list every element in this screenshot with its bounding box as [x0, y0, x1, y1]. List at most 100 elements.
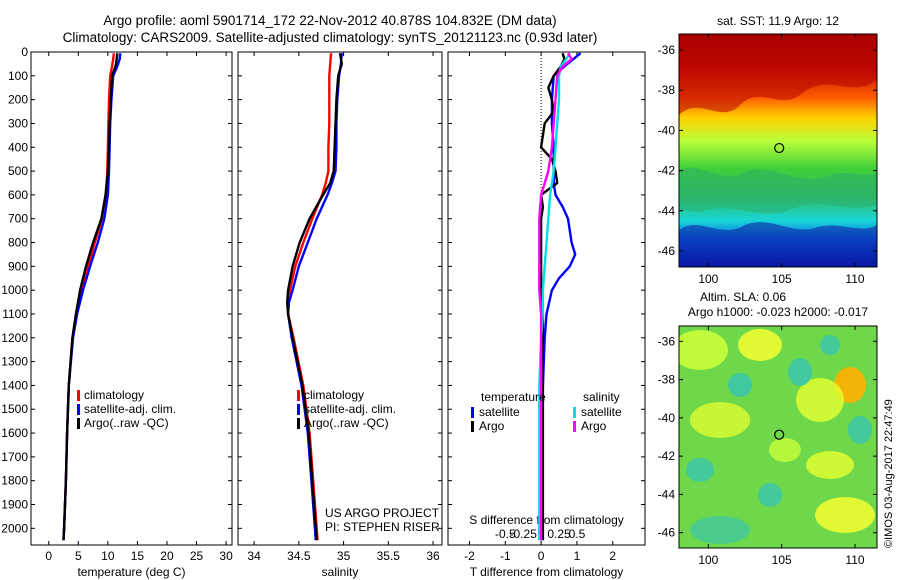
x-tick-label: 25 [190, 549, 204, 563]
imos-stamp: ©IMOS 03-Aug-2017 22:47:49 [883, 399, 895, 548]
legend-label: climatology [84, 388, 144, 402]
sla-blob [679, 330, 728, 370]
x-tick-label: 2 [609, 549, 616, 563]
sst-warm-tongue [679, 34, 877, 115]
sla-map-title-line-1: Altim. SLA: 0.06 [700, 290, 786, 304]
y-tick-label: 600 [8, 188, 28, 202]
y-tick-label: 1900 [1, 498, 28, 512]
legend-swatch [77, 418, 80, 429]
x-tick-label: 30 [219, 549, 233, 563]
plot-frame [447, 51, 646, 546]
legend-swatch [471, 407, 474, 418]
x-tick-label: 35.5 [377, 549, 401, 563]
difference-profile-panel: -2 -1 0 1 2 T difference from climatology -0.5… [447, 51, 646, 579]
map-x-tick-label: 110 [845, 553, 864, 567]
s-tick-label: -0.5 [495, 527, 516, 541]
x-tick-label: 1 [574, 549, 581, 563]
legend-swatch [573, 407, 576, 418]
x-tick-label: 34 [247, 549, 261, 563]
y-tick-label: 1800 [1, 474, 28, 488]
y-tick-label: 1100 [2, 307, 28, 321]
legend-label: satellite-adj. clim. [304, 402, 396, 416]
sla-map-frame [678, 325, 878, 549]
temperature-profile-panel: 0100200300400500600700800900100011001200… [1, 45, 233, 579]
map-y-tick-label: -42 [658, 449, 676, 463]
legend-label: satellite [581, 405, 622, 419]
legend-swatch [77, 404, 80, 415]
map-y-tick-label: -38 [658, 83, 676, 97]
legend-swatch [297, 404, 300, 415]
y-tick-label: 2000 [1, 521, 28, 535]
x-tick-label: 10 [101, 549, 115, 563]
x-tick-label: 34.5 [287, 549, 311, 563]
x-tick-label: 35 [337, 549, 351, 563]
sst-cold-tongue [679, 222, 877, 267]
x-axis-label: T difference from climatology [470, 565, 624, 579]
sla-blob [806, 451, 854, 479]
legend-title-temperature: temperature [481, 390, 546, 404]
legend-label: climatology [304, 388, 364, 402]
x-tick-label: 0 [538, 549, 545, 563]
sla-blob [690, 402, 750, 438]
sla-map-panel: Altim. SLA: 0.06 Argo h1000: -0.023 h200… [658, 290, 878, 567]
x-axis-label: salinity [322, 565, 359, 579]
y-tick-label: 1300 [1, 355, 28, 369]
map-y-tick-label: -38 [658, 373, 676, 387]
map-y-tick-label: -46 [658, 244, 676, 258]
x-tick-label: 15 [131, 549, 145, 563]
legend-swatch [573, 421, 576, 432]
sla-blob [690, 516, 750, 544]
y-tick-label: 500 [8, 164, 28, 178]
y-tick-label: 300 [8, 116, 28, 130]
x-tick-label: -1 [500, 549, 511, 563]
sla-blob [815, 497, 875, 533]
series-line-argo---raw--qc- [62, 53, 119, 541]
sla-blob [796, 378, 844, 422]
sst-map-title: sat. SST: 11.9 Argo: 12 [717, 14, 839, 28]
legend-swatch [77, 390, 80, 401]
legend-label: Argo [581, 419, 607, 433]
y-tick-label: 0 [21, 45, 28, 59]
legend-label: Argo [479, 419, 505, 433]
salinity-profile-panel: 34 34.5 35 35.5 36 salinity climatologysatelli… [237, 51, 443, 579]
map-x-tick-label: 105 [772, 272, 792, 286]
sla-blob [848, 416, 872, 444]
sla-blob [728, 373, 752, 397]
map-x-tick-label: 110 [845, 272, 864, 286]
float-position-marker [774, 142, 785, 154]
y-tick-label: 400 [8, 140, 28, 154]
sla-map-title-line-2: Argo h1000: -0.023 h2000: -0.017 [688, 305, 868, 319]
y-tick-label: 700 [8, 212, 28, 226]
sla-blob [738, 329, 782, 361]
y-tick-label: 1600 [1, 426, 28, 440]
y-tick-label: 1500 [1, 402, 28, 416]
map-x-tick-label: 100 [698, 272, 718, 286]
legend-label: Argo(..raw -QC) [304, 416, 389, 430]
y-tick-label: 800 [8, 236, 28, 250]
x-tick-label: 0 [45, 549, 52, 563]
x-tick-label: 5 [75, 549, 82, 563]
s-tick-label: 0.5 [569, 527, 586, 541]
y-tick-label: 1000 [1, 283, 28, 297]
project-line-2: PI: STEPHEN RISER [325, 520, 440, 534]
y-tick-label: 900 [8, 259, 28, 273]
legend-swatch [297, 418, 300, 429]
legend-title-salinity: salinity [583, 390, 620, 404]
x-tick-label: 36 [426, 549, 440, 563]
sla-blob [788, 358, 812, 386]
sst-map-panel: sat. SST: 11.9 Argo: 12 100 105 110 -36 -38 -… [658, 14, 878, 286]
x-tick-label: -2 [464, 549, 475, 563]
y-tick-label: 1200 [1, 331, 28, 345]
plot-frame [237, 51, 443, 546]
map-y-tick-label: -44 [658, 487, 676, 501]
y-tick-label: 100 [8, 69, 28, 83]
sla-blob [686, 458, 714, 482]
s-axis-label: S difference from climatology [469, 513, 624, 527]
y-tick-label: 200 [8, 93, 28, 107]
x-tick-label: 20 [160, 549, 174, 563]
figure-title-line-1: Argo profile: aoml 5901714_172 22-Nov-20… [103, 13, 556, 28]
legend-swatch [471, 421, 474, 432]
s-tick-label: -0.25 [510, 527, 538, 541]
figure-title-line-2: Climatology: CARS2009. Satellite-adjuste… [63, 30, 598, 45]
